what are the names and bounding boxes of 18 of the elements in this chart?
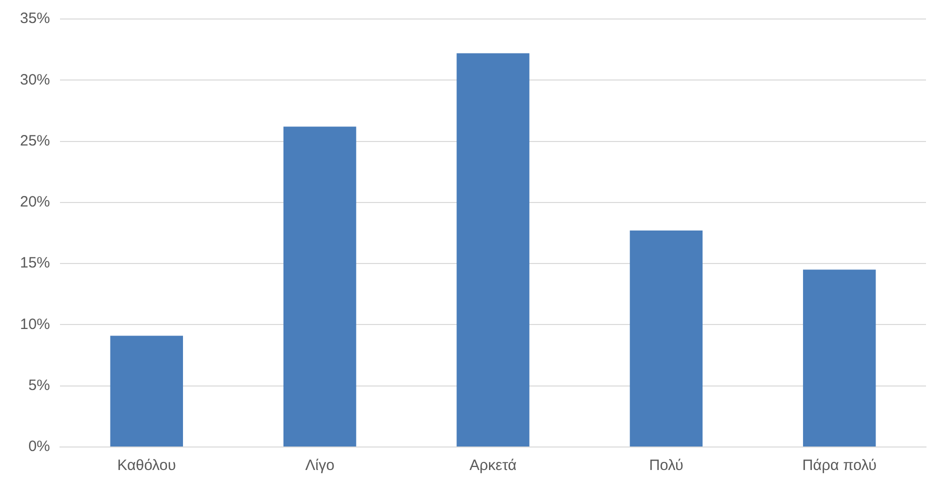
bar: [630, 230, 703, 446]
bar: [283, 126, 356, 446]
y-tick-label: 15%: [20, 254, 50, 272]
y-tick-label: 25%: [20, 132, 50, 150]
x-tick-label: Πολύ: [649, 457, 684, 474]
x-tick-label: Αρκετά: [469, 457, 517, 474]
y-tick-label: 35%: [20, 10, 50, 28]
x-tick-label: Πάρα πολύ: [802, 457, 877, 474]
x-tick-label: Καθόλου: [117, 457, 176, 474]
y-tick-label: 10%: [20, 316, 50, 333]
bar: [803, 270, 876, 446]
y-tick-label: 20%: [20, 194, 50, 211]
bar: [456, 53, 530, 446]
y-tick-label: 30%: [20, 71, 50, 88]
y-tick-label: 0%: [28, 438, 50, 456]
bar: [110, 336, 183, 446]
y-tick-label: 5%: [28, 377, 50, 394]
x-tick-label: Λίγο: [305, 457, 334, 474]
